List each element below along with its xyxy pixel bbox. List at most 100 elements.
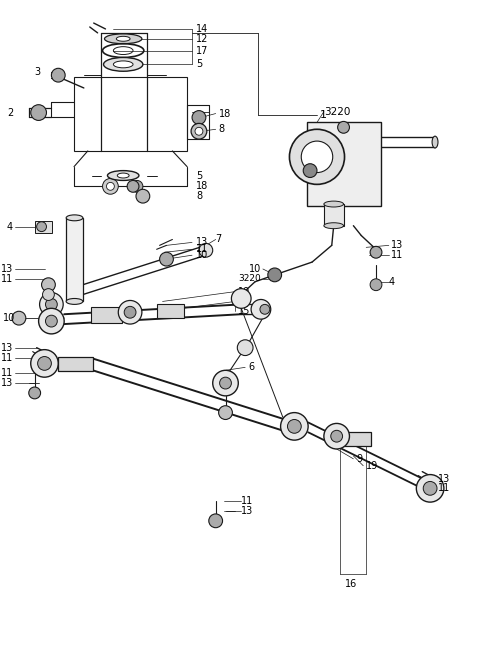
- Bar: [66, 218, 83, 302]
- Text: 11: 11: [1, 352, 13, 363]
- Text: 19: 19: [366, 461, 378, 471]
- Text: 8: 8: [218, 124, 225, 134]
- Ellipse shape: [432, 136, 438, 148]
- Circle shape: [36, 222, 47, 232]
- Text: 10: 10: [196, 250, 208, 260]
- Bar: [74, 77, 187, 151]
- Text: 3: 3: [35, 67, 41, 77]
- Circle shape: [281, 413, 308, 440]
- Circle shape: [192, 111, 206, 125]
- Text: 11: 11: [1, 274, 13, 284]
- Text: 11: 11: [1, 368, 13, 379]
- Text: 11: 11: [241, 496, 253, 506]
- Circle shape: [416, 474, 444, 502]
- Text: 13: 13: [438, 474, 450, 483]
- Bar: [324, 204, 344, 226]
- Text: 19: 19: [238, 287, 251, 297]
- Circle shape: [12, 312, 26, 325]
- Ellipse shape: [116, 36, 130, 41]
- Circle shape: [43, 289, 54, 300]
- Circle shape: [118, 300, 142, 324]
- Circle shape: [51, 68, 65, 82]
- Ellipse shape: [117, 173, 129, 178]
- Circle shape: [46, 298, 57, 310]
- Ellipse shape: [66, 298, 83, 304]
- Circle shape: [46, 316, 57, 327]
- Circle shape: [324, 423, 349, 449]
- Circle shape: [268, 268, 282, 282]
- Text: 12: 12: [196, 34, 208, 44]
- Text: 16: 16: [345, 579, 358, 589]
- Circle shape: [127, 180, 139, 192]
- Ellipse shape: [104, 58, 143, 72]
- Bar: [340, 432, 371, 446]
- Circle shape: [31, 350, 58, 377]
- Circle shape: [218, 405, 232, 419]
- Text: 18: 18: [196, 181, 208, 192]
- Circle shape: [42, 278, 55, 292]
- Text: 13: 13: [391, 240, 403, 251]
- Bar: [307, 123, 381, 206]
- Ellipse shape: [66, 215, 83, 221]
- Text: 11: 11: [196, 244, 208, 255]
- Circle shape: [301, 141, 333, 173]
- Text: 10: 10: [3, 313, 15, 323]
- Text: 14: 14: [196, 24, 208, 34]
- Text: 7: 7: [216, 234, 222, 245]
- Circle shape: [39, 293, 63, 316]
- Text: 13: 13: [1, 378, 13, 388]
- Circle shape: [423, 482, 437, 495]
- Circle shape: [136, 190, 150, 203]
- Text: 13: 13: [241, 506, 253, 516]
- Ellipse shape: [324, 223, 344, 229]
- Text: 13: 13: [196, 237, 208, 247]
- Circle shape: [220, 377, 231, 389]
- Text: 9: 9: [238, 297, 244, 306]
- Text: 10: 10: [249, 264, 261, 274]
- Circle shape: [213, 370, 238, 396]
- Text: 2: 2: [7, 108, 13, 117]
- Circle shape: [237, 340, 253, 356]
- Circle shape: [231, 289, 251, 308]
- Text: 13: 13: [1, 264, 13, 274]
- Circle shape: [38, 308, 64, 334]
- Circle shape: [159, 253, 173, 266]
- Ellipse shape: [113, 61, 133, 68]
- Circle shape: [209, 514, 223, 527]
- Circle shape: [191, 123, 207, 139]
- Text: 11: 11: [438, 483, 450, 493]
- Circle shape: [260, 304, 270, 314]
- Circle shape: [199, 243, 213, 257]
- Text: 3220: 3220: [238, 274, 261, 283]
- Ellipse shape: [324, 201, 344, 207]
- Circle shape: [331, 430, 343, 442]
- Circle shape: [31, 105, 47, 121]
- Text: 5: 5: [196, 171, 202, 180]
- Text: 4: 4: [389, 277, 395, 287]
- Text: 4: 4: [7, 222, 13, 232]
- Circle shape: [131, 180, 143, 192]
- Ellipse shape: [105, 34, 142, 44]
- Circle shape: [195, 127, 203, 135]
- Circle shape: [288, 419, 301, 433]
- Text: 13: 13: [1, 342, 13, 353]
- Text: 1: 1: [320, 110, 327, 119]
- Circle shape: [29, 387, 41, 399]
- Text: 8: 8: [196, 191, 202, 201]
- Text: 5: 5: [196, 59, 202, 70]
- Bar: [156, 304, 184, 318]
- Circle shape: [370, 279, 382, 291]
- Text: 9: 9: [356, 454, 362, 464]
- Circle shape: [289, 129, 345, 184]
- Text: 3220: 3220: [324, 106, 350, 117]
- Circle shape: [107, 182, 114, 190]
- Ellipse shape: [108, 171, 139, 180]
- Circle shape: [303, 164, 317, 178]
- Circle shape: [103, 178, 118, 194]
- Text: 18: 18: [218, 108, 231, 119]
- Bar: [35, 221, 52, 233]
- Bar: [58, 356, 93, 371]
- Circle shape: [124, 306, 136, 318]
- Bar: [91, 308, 122, 323]
- Text: 6: 6: [248, 362, 254, 373]
